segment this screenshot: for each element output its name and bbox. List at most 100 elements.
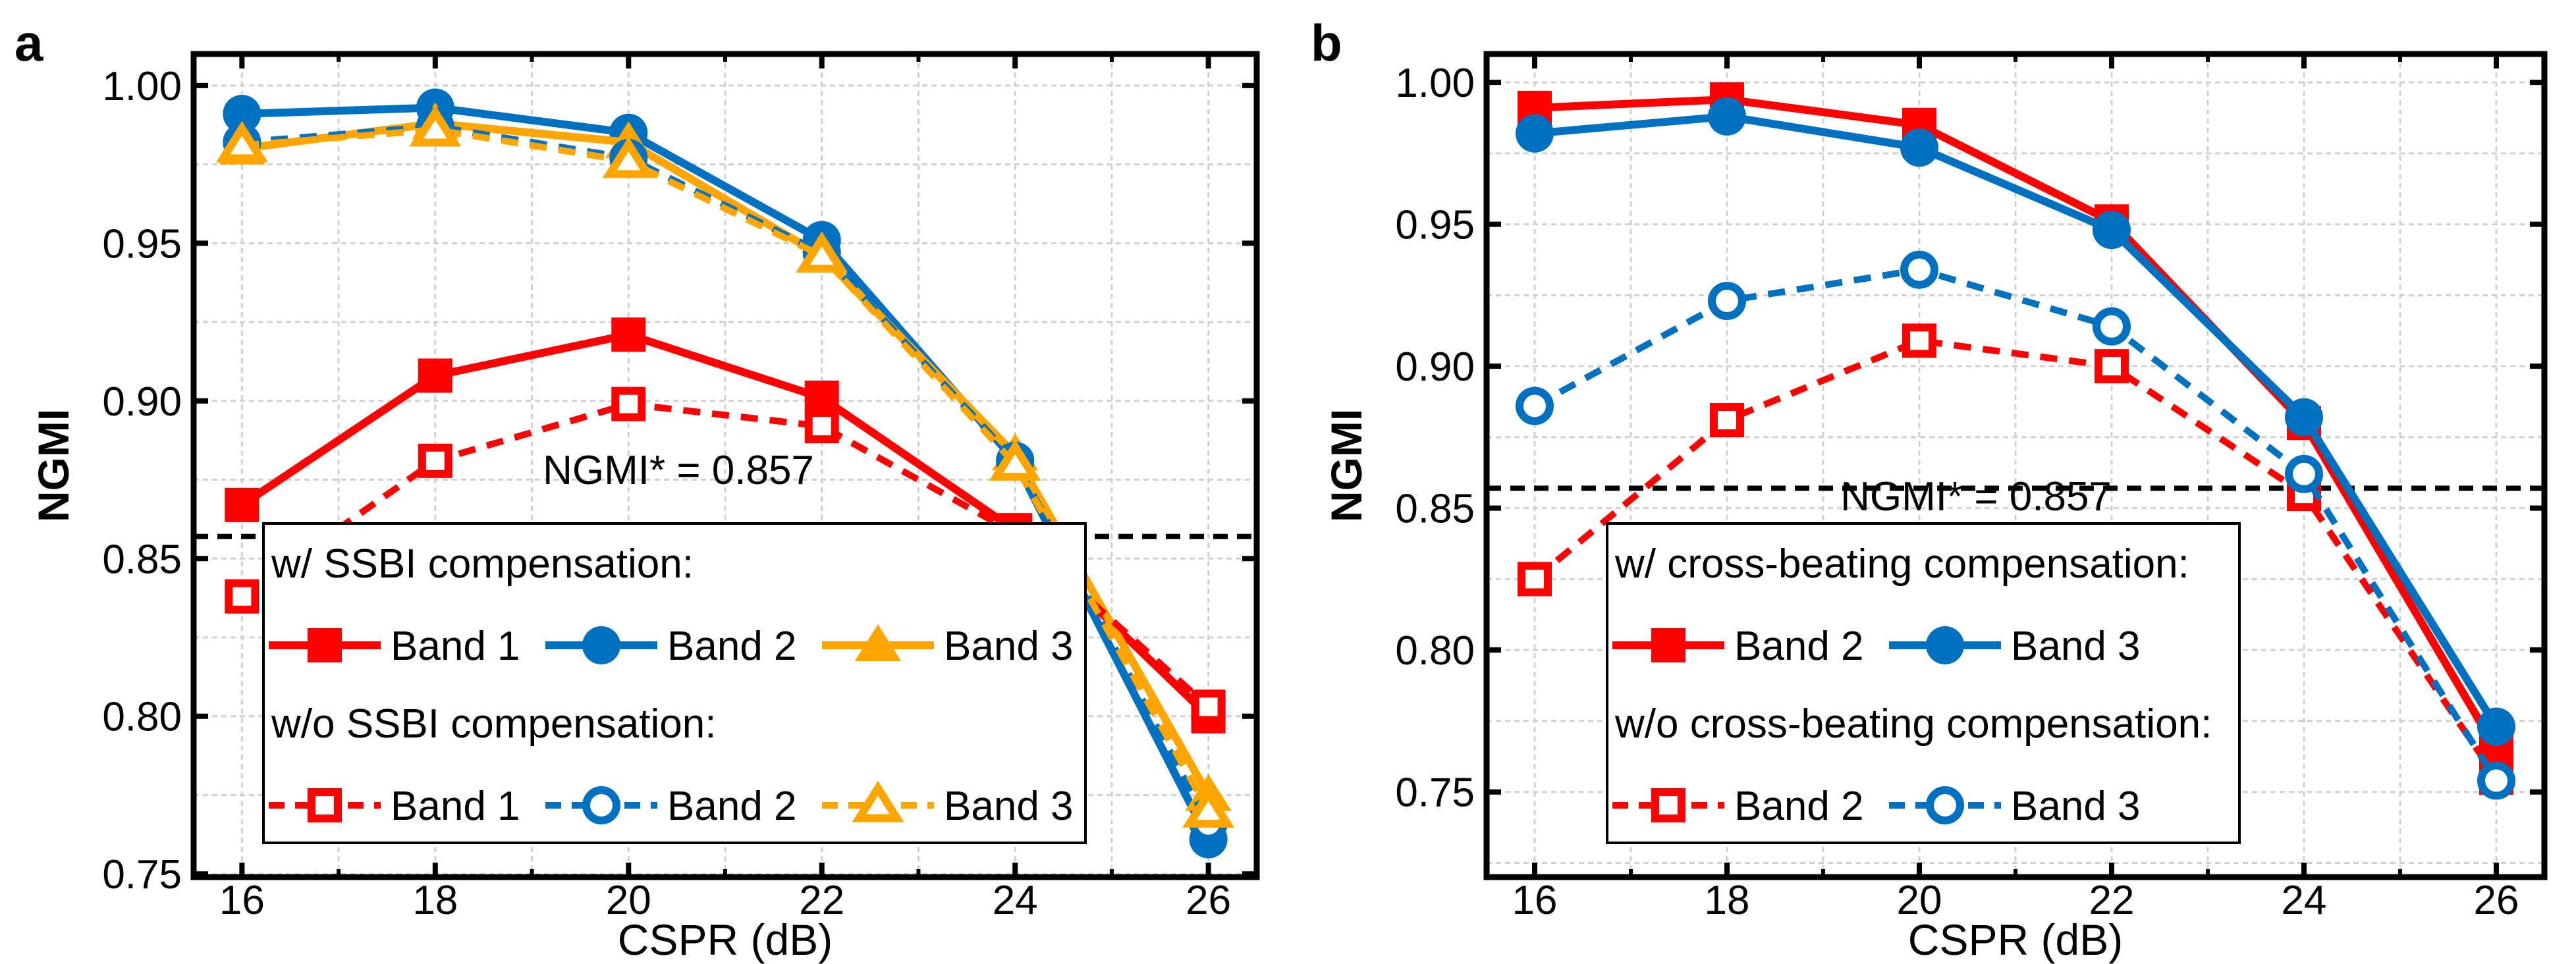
legend-label: Band 3: [944, 784, 1074, 829]
x-tick-label: 24: [993, 878, 1038, 923]
data-point: [2285, 398, 2323, 437]
data-point: [215, 120, 268, 163]
y-tick-label: 0.90: [1395, 344, 1475, 390]
y-axis-label: NGMI: [29, 409, 78, 522]
data-point: [804, 409, 839, 444]
legend-item: Band 2: [545, 784, 797, 829]
legend-marker: [308, 628, 342, 662]
data-point: [2093, 211, 2131, 250]
x-tick-label: 18: [412, 878, 458, 923]
legend-label: Band 3: [2011, 624, 2141, 669]
legend-marker: [308, 788, 342, 822]
legend-item: Band 2: [545, 624, 797, 669]
data-point: [796, 231, 848, 273]
x-axis-label: CSPR (dB): [618, 915, 833, 964]
legend-group-with: w/ cross-beating compensation:: [1614, 541, 2189, 587]
data-point: [1708, 97, 1746, 136]
legend-label: Band 2: [667, 784, 797, 829]
legend-group-without: w/o cross-beating compensation:: [1614, 701, 2212, 747]
data-point: [225, 487, 260, 522]
data-point: [1900, 128, 1938, 167]
y-tick-label: 1.00: [102, 64, 182, 109]
series-line: [1533, 266, 2500, 783]
y-tick-label: 0.80: [102, 695, 182, 740]
legend-marker: [1651, 788, 1685, 822]
y-tick-label: 0.90: [102, 379, 182, 425]
legend-marker: [854, 624, 902, 661]
legend-label: Band 2: [1734, 784, 1864, 829]
x-tick-label: 26: [2474, 878, 2519, 923]
data-point: [1191, 689, 1226, 724]
x-tick-label: 22: [799, 878, 844, 923]
series-line: [241, 126, 1212, 813]
data-point: [602, 136, 655, 178]
data-point: [1902, 323, 1936, 358]
legend-box: [1606, 522, 2241, 844]
legend: w/ SSBI compensation: w/o SSBI compensati…: [262, 522, 1087, 844]
series-line: [1534, 112, 2500, 729]
threshold-label: NGMI* = 0.857: [543, 448, 814, 493]
legend-item: Band 3: [822, 780, 1074, 829]
legend-label: Band 3: [2011, 784, 2141, 829]
y-tick-label: 0.85: [102, 537, 182, 582]
y-tick-label: 0.80: [1395, 628, 1475, 674]
legend-item: Band 3: [822, 624, 1074, 669]
data-point: [1516, 114, 1554, 153]
x-tick-label: 20: [606, 878, 651, 923]
legend-label: Band 1: [391, 784, 520, 829]
data-point: [2477, 707, 2515, 746]
x-axis-label: CSPR (dB): [1908, 915, 2123, 964]
series-line: [1532, 337, 2500, 780]
data-point: [225, 579, 260, 614]
legend-marker: [852, 780, 904, 822]
legend-group-with: w/ SSBI compensation:: [271, 541, 694, 587]
data-point: [1182, 786, 1235, 828]
x-tick-label: 18: [1705, 878, 1750, 923]
legend-item: Band 2: [1612, 784, 1864, 829]
data-point: [611, 317, 646, 352]
data-point: [1518, 562, 1552, 597]
data-point: [409, 105, 462, 147]
x-tick-label: 16: [219, 878, 265, 923]
data-point: [989, 439, 1041, 481]
legend: w/ cross-beating compensation: w/o cross-…: [1606, 522, 2241, 844]
y-tick-label: 0.85: [1395, 487, 1475, 532]
x-tick-label: 16: [1512, 878, 1558, 923]
y-tick-label: 0.75: [1395, 770, 1475, 816]
legend-label: Band 3: [944, 624, 1074, 669]
data-point: [1516, 387, 1554, 425]
legend-marker: [582, 626, 620, 664]
legend-marker: [1926, 626, 1964, 664]
series-with-band-3: [1516, 97, 2515, 746]
y-tick-label: 1.00: [1395, 61, 1475, 106]
data-point: [2095, 349, 2129, 384]
data-point: [1708, 282, 1746, 320]
series-line: [1534, 95, 2500, 752]
legend-label: Band 2: [1734, 624, 1864, 669]
legend-item: Band 3: [1889, 784, 2141, 829]
data-point: [418, 358, 452, 393]
data-point: [1900, 250, 1938, 289]
y-tick-label: 0.95: [1395, 203, 1475, 248]
data-point: [2093, 307, 2131, 346]
legend-item: Band 2: [1612, 624, 1864, 669]
legend-item: Band 1: [269, 784, 520, 829]
x-tick-label: 24: [2282, 878, 2327, 923]
panel-letter: b: [1311, 14, 1342, 72]
legend-label: Band 2: [667, 624, 797, 669]
panel-a: a NGMI* = 0.857 16 18 20 22 24 26 0.75 0.80 0.85 0.…: [14, 14, 1260, 964]
legend-box: [262, 522, 1087, 844]
legend-marker: [1926, 786, 1964, 824]
data-point: [418, 443, 452, 478]
panel-letter: a: [14, 14, 43, 72]
data-point: [611, 387, 646, 421]
data-point: [2285, 454, 2323, 493]
legend-group-without: w/o SSBI compensation:: [271, 701, 716, 747]
legend-item: Band 1: [269, 624, 520, 669]
y-axis-label: NGMI: [1322, 409, 1371, 522]
series-without-band-3: [215, 105, 1235, 828]
x-tick-label: 22: [2089, 878, 2135, 923]
threshold-label: NGMI* = 0.857: [1840, 474, 2112, 520]
y-tick-label: 0.75: [102, 852, 182, 897]
